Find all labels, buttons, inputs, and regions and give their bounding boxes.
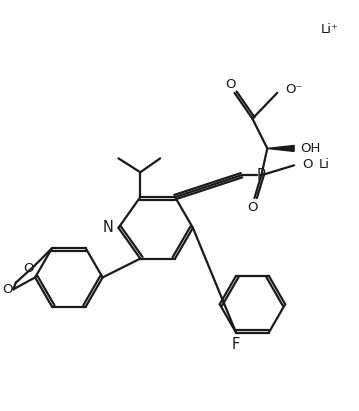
Text: O: O [23, 261, 33, 275]
Text: O: O [2, 283, 13, 296]
Text: O⁻: O⁻ [285, 83, 303, 97]
Text: O: O [302, 158, 313, 171]
Text: P: P [257, 168, 266, 183]
Text: Li: Li [319, 158, 330, 171]
Text: N: N [103, 220, 113, 236]
Polygon shape [267, 145, 294, 151]
Text: OH: OH [300, 142, 321, 155]
Text: F: F [232, 337, 240, 352]
Text: O: O [247, 201, 258, 215]
Text: Li⁺: Li⁺ [321, 23, 339, 36]
Text: O: O [225, 79, 236, 91]
